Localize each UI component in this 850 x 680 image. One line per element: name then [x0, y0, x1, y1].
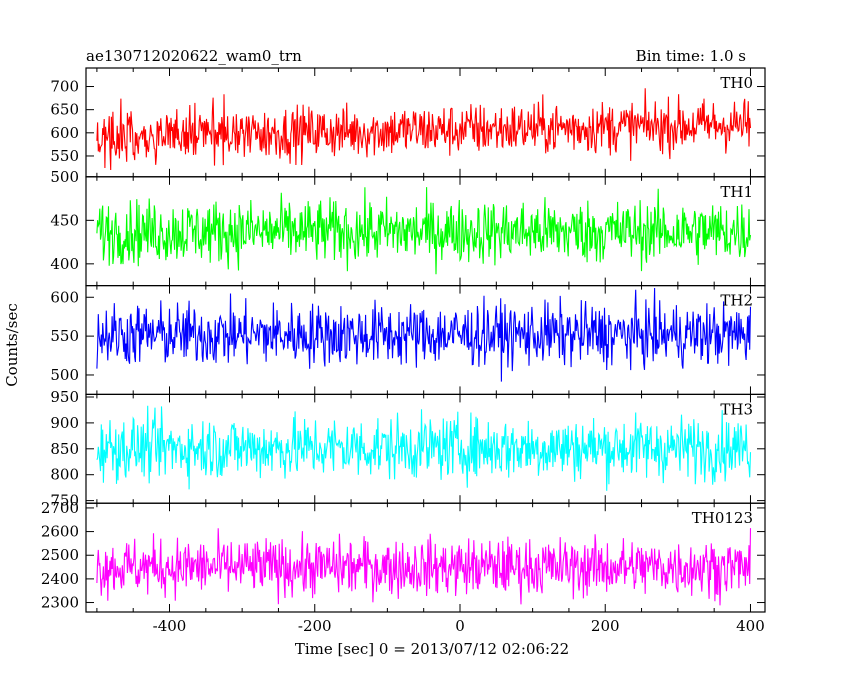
panel-label-th0123: TH0123: [692, 509, 753, 527]
y-tick-label: 450: [50, 211, 79, 229]
panel-th3: 750 800 850 900 950 TH3: [50, 388, 766, 510]
y-tick-label: 900: [50, 414, 79, 432]
x-tick-label: -400: [153, 617, 187, 635]
panel-label-th3: TH3: [720, 400, 753, 418]
series-line-th3: [96, 405, 752, 491]
x-axis: -400 -200 0 200 400: [153, 617, 765, 635]
y-tick-label: 500: [50, 168, 79, 186]
y-tick-label: 650: [50, 101, 79, 119]
panel-th2: 500 550 600 TH2: [50, 285, 766, 396]
y-tick-label: 700: [50, 78, 79, 96]
y-tick-label: 2400: [41, 570, 79, 588]
panel-label-th0: TH0: [720, 74, 753, 92]
y-tick-label: 950: [50, 388, 79, 406]
y-tick-label: 400: [50, 255, 79, 273]
y-tick-label: 600: [50, 124, 79, 142]
x-axis-label: Time [sec] 0 = 2013/07/12 02:06:22: [295, 640, 569, 658]
panel-th0123: 2300 2400 2500 2600 2700 TH0123: [41, 499, 766, 613]
y-tick-label: 2500: [41, 546, 79, 564]
panel-th0: 550 600 650 700 TH0: [50, 67, 766, 178]
y-tick-label: 600: [50, 288, 79, 306]
plot-title: ae130712020622_wam0_trn: [86, 47, 302, 65]
series-line-th1: [96, 187, 752, 275]
series-line-th0: [96, 88, 752, 171]
y-axis-label: Counts/sec: [3, 303, 21, 387]
series-line-th0123: [96, 528, 752, 606]
y-tick-label: 500: [50, 366, 79, 384]
panel-frame: [85, 502, 766, 613]
y-tick-label: 550: [50, 147, 79, 165]
y-tick-label: 850: [50, 440, 79, 458]
series-line-th2: [96, 287, 752, 382]
y-tick-label: 2300: [41, 594, 79, 612]
panel-label-th1: TH1: [720, 183, 753, 201]
y-tick-label: 2700: [41, 499, 79, 517]
panel-label-th2: TH2: [720, 292, 753, 310]
panels-group: 550 600 650 700 TH0 400 450 500 TH1 500 550 600 TH2 7…: [41, 67, 766, 613]
y-tick-label: 750: [50, 492, 79, 510]
x-tick-label: -200: [298, 617, 332, 635]
bin-time-label: Bin time: 1.0 s: [636, 47, 746, 65]
panel-th1: 400 450 500 TH1: [50, 168, 766, 287]
x-tick-label: 400: [736, 617, 765, 635]
y-tick-label: 2600: [41, 523, 79, 541]
y-tick-label: 800: [50, 466, 79, 484]
x-tick-label: 200: [591, 617, 620, 635]
x-tick-label: 0: [455, 617, 465, 635]
y-tick-label: 550: [50, 327, 79, 345]
